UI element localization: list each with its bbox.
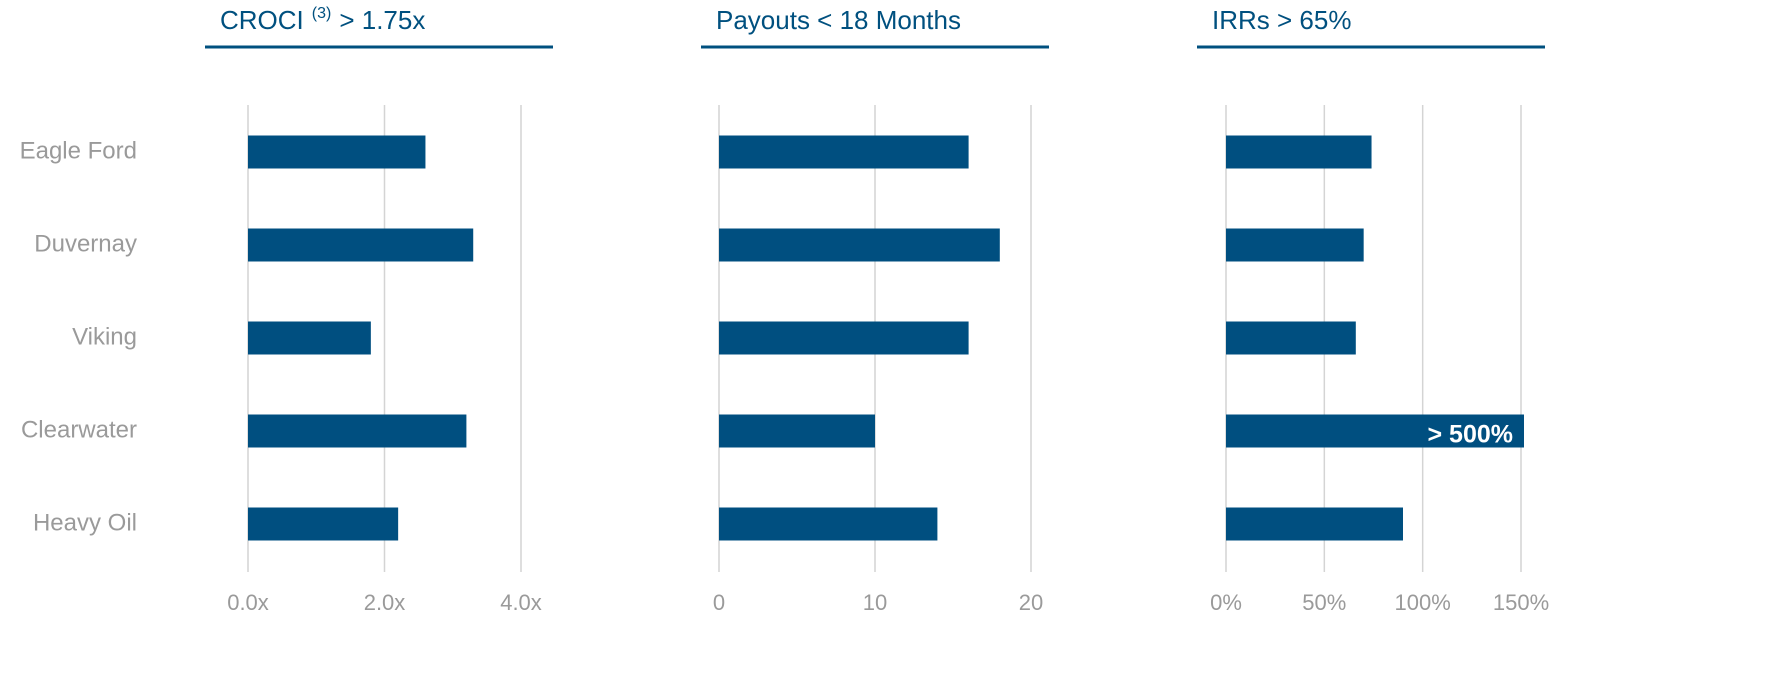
bar: [248, 414, 467, 448]
title-text: CROCI: [220, 5, 304, 35]
x-tick-label: 20: [1019, 590, 1043, 615]
title-text: IRRs > 65%: [1212, 5, 1351, 35]
panel-title: Payouts < 18 Months: [716, 5, 961, 35]
category-label: Heavy Oil: [33, 509, 137, 536]
bar: [248, 321, 371, 355]
bar: [719, 135, 969, 169]
bar: [248, 507, 399, 541]
title-suffix: > 1.75x: [339, 5, 425, 35]
category-label: Viking: [72, 323, 137, 350]
x-tick-label: 50%: [1302, 590, 1346, 615]
bar: [1226, 228, 1364, 262]
title-text: Payouts < 18 Months: [716, 5, 961, 35]
value-label: > 500%: [1428, 421, 1514, 449]
category-label: Eagle Ford: [20, 137, 137, 164]
title-superscript: (3): [312, 5, 332, 22]
panel-title: IRRs > 65%: [1212, 5, 1351, 35]
bar: [248, 135, 426, 169]
bar: [1226, 414, 1524, 448]
x-tick-label: 100%: [1395, 590, 1451, 615]
x-tick-label: 0: [713, 590, 725, 615]
bar: [1226, 507, 1403, 541]
bar: [719, 507, 938, 541]
bar: [719, 228, 1000, 262]
bar: [1226, 135, 1372, 169]
category-label: Clearwater: [21, 416, 137, 443]
bar: [719, 321, 969, 355]
x-tick-label: 2.0x: [364, 590, 406, 615]
x-tick-label: 4.0x: [500, 590, 542, 615]
bar: [719, 414, 875, 448]
x-tick-label: 0%: [1210, 590, 1242, 615]
category-label: Duvernay: [34, 230, 137, 257]
x-tick-label: 10: [863, 590, 887, 615]
x-tick-label: 0.0x: [227, 590, 269, 615]
panel-title: CROCI (3) > 1.75x: [220, 5, 425, 35]
bar: [1226, 321, 1356, 355]
x-tick-label: 150%: [1493, 590, 1549, 615]
bar: [248, 228, 474, 262]
